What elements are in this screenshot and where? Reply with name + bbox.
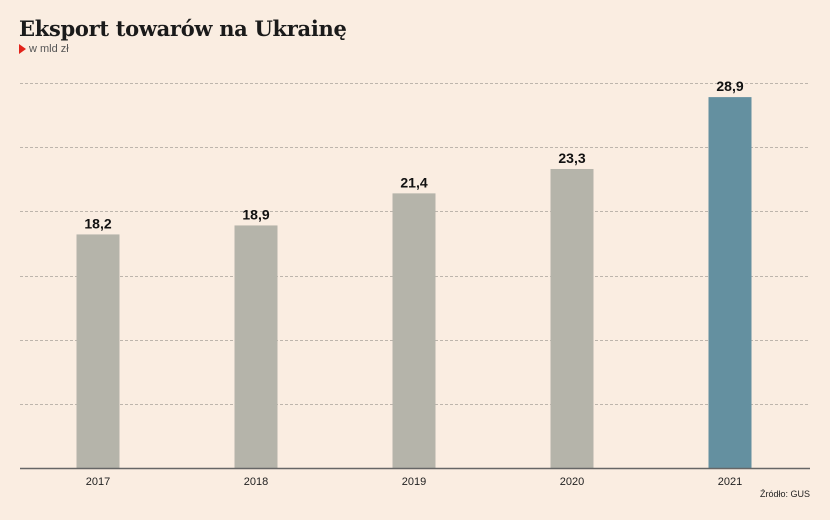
- source-note: Źródło: GUS: [759, 489, 810, 499]
- chart-title: Eksport towarów na Ukrainę: [19, 16, 347, 41]
- x-tick-label: 2017: [86, 476, 110, 488]
- value-label: 28,9: [716, 78, 743, 94]
- bar-2019: [392, 193, 436, 468]
- x-tick-label: 2018: [244, 476, 268, 488]
- x-tick-labels: 2017 2018 2019 2020 2021: [86, 476, 742, 488]
- value-label: 18,2: [84, 215, 111, 231]
- x-tick-label: 2021: [718, 476, 742, 488]
- bar-2020: [550, 168, 594, 468]
- value-label: 23,3: [558, 150, 585, 166]
- red-triangle-icon: [19, 44, 26, 54]
- bars: [76, 97, 752, 468]
- value-label: 18,9: [242, 206, 269, 222]
- chart-subtitle: w mld zł: [19, 43, 69, 55]
- x-tick-label: 2019: [402, 476, 426, 488]
- bar-2017: [76, 234, 120, 468]
- x-tick-label: 2020: [560, 476, 584, 488]
- bar-2018: [234, 225, 278, 468]
- bar-2021: [708, 97, 752, 468]
- unit-label: w mld zł: [29, 43, 69, 55]
- value-labels: 18,2 18,9 21,4 23,3 28,9: [84, 78, 743, 231]
- value-label: 21,4: [400, 174, 427, 190]
